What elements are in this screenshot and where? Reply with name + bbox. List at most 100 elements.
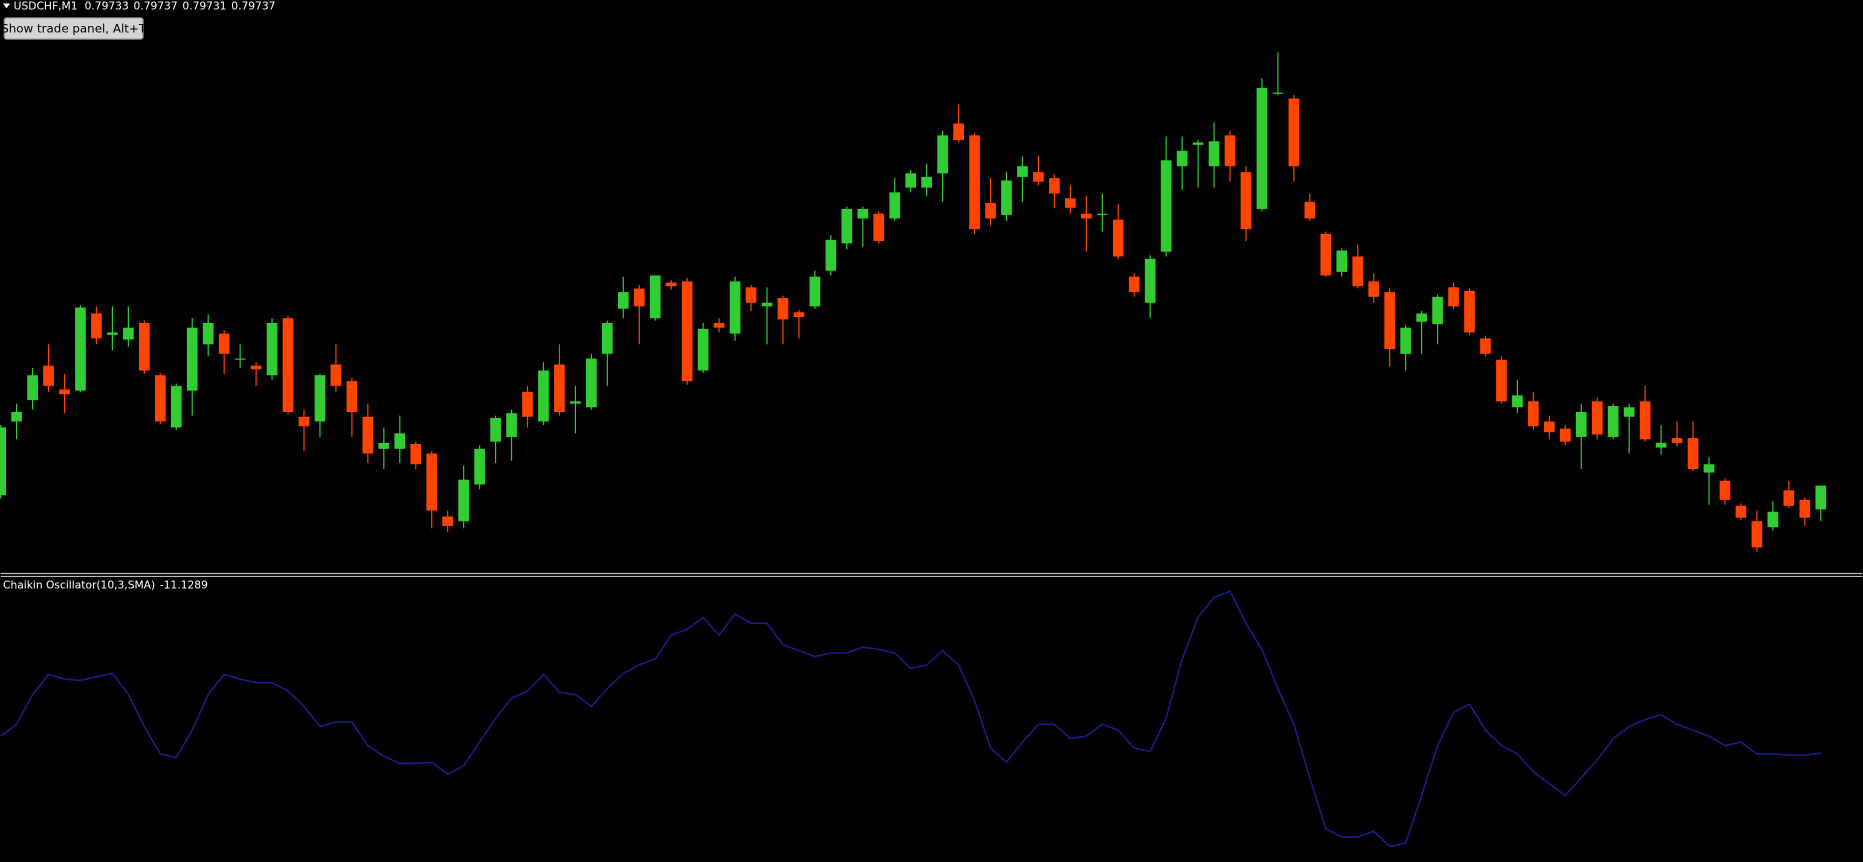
candle-body — [1575, 412, 1587, 437]
candle-body — [1400, 327, 1411, 354]
candle-body — [601, 322, 613, 354]
candle-body — [793, 312, 805, 318]
candle-body — [1607, 406, 1619, 437]
candle-body — [330, 364, 342, 386]
candle-body — [1528, 401, 1539, 427]
candle-body — [1208, 141, 1220, 167]
candle-body — [1224, 135, 1236, 167]
candle-body — [1703, 464, 1715, 473]
chart-header: USDCHF,M1 0.79733 0.79737 0.79731 0.79737 — [14, 0, 276, 13]
candle-body — [474, 448, 485, 485]
candle-body — [282, 318, 294, 413]
candle-body — [633, 288, 645, 307]
candle-body — [729, 281, 741, 334]
candle-body — [1128, 276, 1140, 293]
candle-body — [538, 370, 549, 422]
candle-body — [1240, 172, 1252, 230]
candle-body — [1080, 213, 1092, 219]
candle-body — [1352, 256, 1364, 287]
candle-body — [1751, 521, 1763, 548]
candle-body — [1735, 505, 1747, 518]
oscillator-pane — [0, 590, 1821, 848]
candle-body — [1065, 198, 1076, 208]
open: 0.79733 — [85, 0, 129, 13]
candle-body — [1591, 401, 1603, 435]
candle-body — [426, 453, 438, 511]
candle-body — [697, 328, 709, 371]
candle-body — [1017, 166, 1028, 177]
candle-body — [27, 375, 38, 401]
candle-body — [1671, 438, 1683, 443]
candle-body — [442, 516, 454, 526]
candle-body — [1687, 438, 1699, 469]
indicator-value: -11.1289 — [160, 578, 208, 591]
candle-body — [681, 281, 693, 382]
candle-body — [985, 203, 996, 219]
candle-body — [1496, 359, 1507, 402]
price-pane — [0, 52, 1827, 553]
candle-body — [75, 307, 86, 391]
candle-body — [378, 442, 390, 449]
candle-body — [458, 479, 469, 522]
candle-body — [1432, 296, 1443, 325]
candle-body — [1384, 292, 1396, 350]
candle-body — [186, 327, 198, 391]
candle-body — [937, 135, 948, 174]
candle-body — [1304, 201, 1316, 219]
candle-body — [522, 391, 533, 417]
candle-body — [1256, 87, 1268, 209]
candle-body — [857, 208, 869, 219]
candle-body — [921, 176, 933, 188]
candle-body — [825, 239, 837, 271]
candle-body — [234, 358, 246, 360]
dropdown-arrow — [3, 3, 11, 9]
candle-body — [410, 444, 422, 465]
candle-body — [154, 375, 166, 422]
candle-body — [123, 327, 134, 340]
candle-body — [1096, 213, 1108, 215]
candle-body — [586, 358, 597, 408]
trade-panel-button[interactable]: Show trade panel, Alt+T — [1, 17, 147, 40]
candle-body — [1783, 490, 1795, 506]
candle-body — [554, 364, 565, 413]
candle-body — [1719, 480, 1731, 500]
button-face[interactable] — [3, 17, 144, 40]
candle-body — [202, 322, 214, 345]
candle-body — [617, 292, 629, 309]
high: 0.79737 — [134, 0, 178, 13]
candle-body — [0, 427, 6, 496]
candle-body — [362, 416, 374, 454]
candle-body — [1176, 150, 1188, 167]
button-label[interactable]: Show trade panel, Alt+T — [1, 22, 147, 36]
candle-body — [1512, 395, 1523, 408]
candle-body — [298, 416, 310, 427]
candle-body — [59, 389, 70, 395]
candle-body — [745, 287, 757, 303]
candle-body — [490, 417, 501, 442]
candle-body — [1272, 92, 1284, 94]
candle-body — [1320, 233, 1332, 276]
candle-body — [841, 208, 853, 244]
candle-body — [1001, 180, 1012, 215]
candle-body — [649, 275, 661, 319]
candle-body — [713, 322, 725, 328]
candle-body — [1480, 338, 1491, 354]
candle-body — [11, 412, 22, 422]
indicator-label: Chaikin Oscillator(10,3,SMA) -11.1289 — [3, 578, 208, 591]
candle-body — [873, 213, 885, 242]
candle-body — [1639, 401, 1651, 440]
candle-body — [218, 333, 230, 354]
candle-body — [394, 433, 406, 449]
candle-body — [953, 123, 964, 141]
candle-body — [1448, 287, 1459, 307]
candle-body — [1815, 485, 1827, 510]
candle-body — [761, 302, 773, 307]
candle-body — [314, 375, 326, 422]
candle-body — [905, 173, 917, 188]
candle-body — [969, 135, 980, 230]
candle-body — [809, 276, 821, 307]
candle-body — [250, 365, 262, 370]
candle-body — [1049, 178, 1060, 194]
candle-body — [346, 381, 358, 413]
